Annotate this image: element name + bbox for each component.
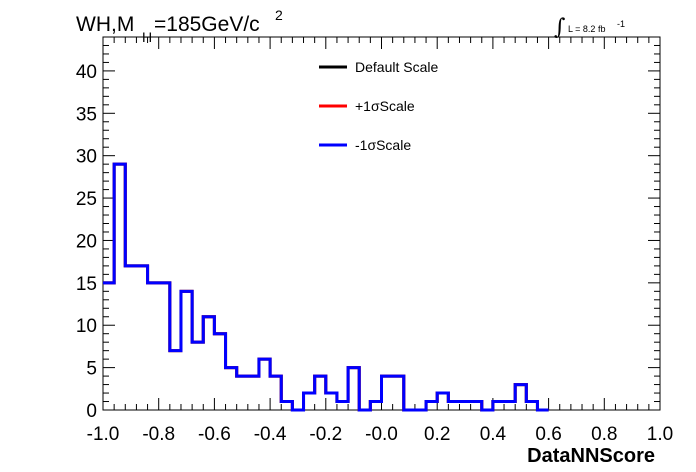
y-axis: 0 5 10 15 20 25 30 35 40 [76,36,660,422]
legend-label-default: Default Scale [355,59,438,75]
lumi-label: L = 8.2 fb [568,24,605,34]
legend-label-plus1sigma: +1σScale [355,98,415,114]
y-tick-label: 15 [76,274,97,295]
y-tick-label: 20 [76,231,97,252]
x-tick-label: 0.4 [480,424,507,445]
legend-label-minus1sigma: -1σScale [355,137,411,153]
y-tick-label: 10 [76,316,97,337]
x-tick-label: 1.0 [647,424,673,445]
x-tick-label: -0.0 [365,424,398,445]
chart-title: WH,M [76,13,134,36]
series-line--1-scale [103,162,549,412]
x-tick-label: -0.2 [309,424,342,445]
y-tick-label: 40 [76,62,97,83]
x-tick-label: 0.8 [591,424,617,445]
x-axis-title: DataNNScore [527,445,655,467]
y-tick-label: 0 [86,401,97,422]
x-tick-label: -0.8 [142,424,175,445]
y-tick-label: 5 [86,359,97,380]
x-tick-label: 0.2 [424,424,450,445]
chart-title-subscript: H [142,29,152,45]
x-tick-label: -0.6 [198,424,231,445]
x-tick-label: 0.6 [535,424,561,445]
y-tick-label: 25 [76,189,97,210]
lumi-integral-symbol: ∫ [554,15,566,40]
y-tick-label: 35 [76,104,97,125]
y-tick-label: 30 [76,147,97,168]
chart-title-superscript: 2 [275,7,283,23]
series-layer [103,162,549,412]
lumi-superscript: -1 [617,19,625,29]
legend: Default Scale +1σScale -1σScale [319,59,438,153]
x-tick-label: -1.0 [87,424,120,445]
x-tick-label: -0.4 [254,424,287,445]
plot-frame [102,36,661,411]
chart-title-rest: =185GeV/c [154,13,260,36]
